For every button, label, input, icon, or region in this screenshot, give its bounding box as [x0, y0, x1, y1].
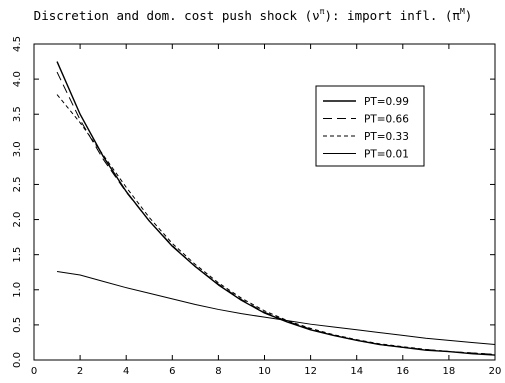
title-prefix: Discretion and dom. cost push shock ( [34, 8, 312, 23]
title-pi-superscript: M [460, 7, 465, 16]
x-tick-label: 8 [215, 366, 221, 377]
y-tick-label: 3.5 [12, 106, 23, 122]
chart-title: Discretion and dom. cost push shock (νπ)… [34, 7, 473, 23]
x-tick-label: 12 [304, 366, 317, 377]
x-tick-label: 14 [350, 366, 363, 377]
x-tick-label: 0 [31, 366, 37, 377]
y-tick-label: 0.5 [12, 317, 23, 333]
series-line-pt-1 [56, 71, 496, 355]
legend-box [315, 85, 425, 167]
legend-label: PT=0.01 [364, 149, 409, 161]
series-line-pt-3 [56, 271, 496, 346]
y-tick-label: 2.5 [12, 176, 23, 192]
x-tick-label: 18 [443, 366, 456, 377]
series-line-pt-0 [56, 61, 496, 356]
legend-label: PT=0.66 [364, 114, 409, 126]
x-tick-label: 16 [396, 366, 409, 377]
x-tick-label: 2 [77, 366, 83, 377]
x-tick-label: 4 [123, 366, 129, 377]
title-nu-superscript: π [320, 7, 325, 16]
series-layer [56, 61, 496, 356]
legend-label: PT=0.99 [364, 96, 409, 108]
axis-ticks: 0 2 4 6 8 10 12 14 16 18 20 0.0 0.5 1.0 1.5 2.0 2.5 3.0 3.… [12, 36, 501, 377]
x-tick-label: 20 [489, 366, 502, 377]
series-line-pt-2 [56, 94, 496, 355]
title-nu-symbol: ν [312, 8, 320, 23]
title-pi-symbol: π [452, 8, 460, 23]
title-middle: ): import infl. ( [324, 8, 452, 23]
y-tick-label: 1.5 [12, 247, 23, 263]
y-tick-label: 0.0 [12, 352, 23, 368]
y-tick-label: 3.0 [12, 141, 23, 157]
legend: PT=0.99 PT=0.66 PT=0.33 PT=0.01 [315, 85, 425, 167]
x-tick-label: 6 [169, 366, 175, 377]
y-tick-label: 2.0 [12, 212, 23, 228]
x-tick-label: 10 [258, 366, 271, 377]
legend-label: PT=0.33 [364, 131, 409, 143]
title-suffix: ) [465, 8, 473, 23]
y-tick-label: 4.5 [12, 36, 23, 52]
y-tick-label: 4.0 [12, 71, 23, 87]
y-tick-label: 1.0 [12, 282, 23, 298]
